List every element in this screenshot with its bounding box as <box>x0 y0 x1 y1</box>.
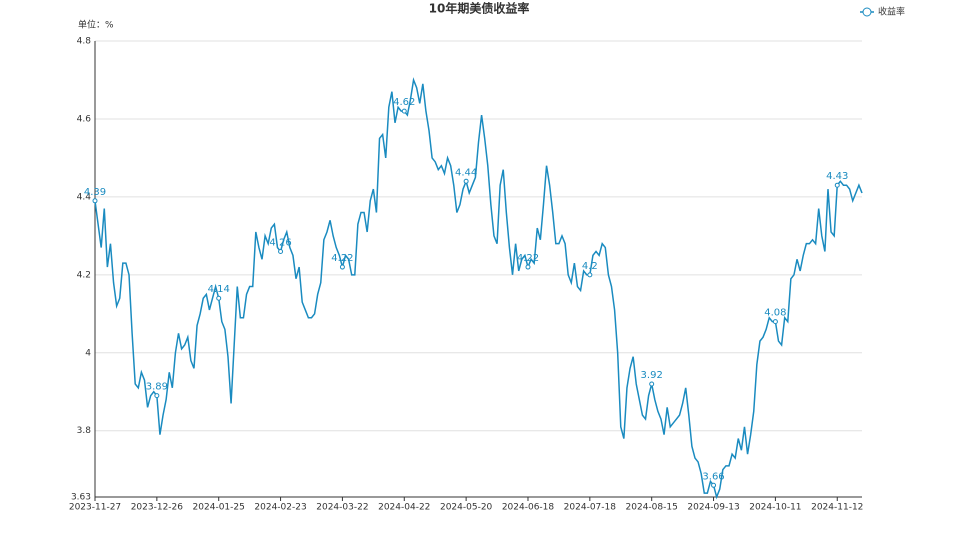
point-marker <box>278 248 284 254</box>
point-marker <box>339 264 345 270</box>
y-unit-label: 单位：% <box>78 19 114 31</box>
data-label: 4.26 <box>269 237 291 248</box>
point-marker <box>649 381 655 387</box>
x-tick-label: 2024-06-18 <box>502 503 555 513</box>
legend-marker <box>862 7 872 17</box>
x-tick-label: 2024-04-22 <box>378 503 430 513</box>
data-label: 3.66 <box>702 471 724 482</box>
x-tick-label: 2024-07-18 <box>564 503 617 513</box>
x-tick-label: 2024-01-25 <box>193 503 245 513</box>
y-tick-label: 3.8 <box>77 426 92 436</box>
data-label: 4.44 <box>455 167 477 178</box>
point-marker <box>92 198 98 204</box>
x-tick-label: 2024-05-20 <box>440 503 493 513</box>
y-tick-label: 4.4 <box>77 192 92 202</box>
point-marker <box>711 482 717 488</box>
data-label: 3.89 <box>146 382 168 393</box>
x-tick-label: 2024-09-13 <box>687 503 739 513</box>
point-marker <box>587 272 593 278</box>
data-label: 4.22 <box>331 253 353 264</box>
x-tick-label: 2023-11-27 <box>69 503 121 513</box>
chart-title: 10年期美债收益率 <box>429 1 530 16</box>
legend-label: 收益率 <box>878 6 905 18</box>
y-tick-label: 4.8 <box>77 37 92 47</box>
y-tick-label: 4.6 <box>77 114 92 124</box>
data-label: 4.14 <box>208 284 230 295</box>
point-marker <box>154 393 160 399</box>
y-tick-label: 4 <box>85 348 91 358</box>
data-label: 4.39 <box>84 187 106 198</box>
point-marker <box>401 108 407 114</box>
data-label: 4.43 <box>826 171 848 182</box>
data-label: 3.92 <box>641 370 663 381</box>
series-line <box>94 77 863 500</box>
x-tick-label: 2023-12-26 <box>131 503 184 513</box>
data-label: 4.08 <box>764 308 786 319</box>
point-marker <box>525 264 531 270</box>
y-tick-label: 4.2 <box>77 270 91 280</box>
x-tick-label: 2024-02-23 <box>254 503 306 513</box>
point-marker <box>463 178 469 184</box>
data-label: 4.22 <box>517 253 539 264</box>
data-label: 4.2 <box>582 261 598 272</box>
point-marker <box>216 295 222 301</box>
y-tick-label: 3.63 <box>71 493 91 503</box>
point-marker <box>834 182 840 188</box>
x-tick-label: 2024-08-15 <box>626 503 678 513</box>
point-marker <box>772 319 778 325</box>
x-tick-label: 2024-03-22 <box>316 503 368 513</box>
x-tick-label: 2024-10-11 <box>749 503 801 513</box>
data-label: 4.62 <box>393 97 415 108</box>
x-tick-label: 2024-11-12 <box>811 503 863 513</box>
